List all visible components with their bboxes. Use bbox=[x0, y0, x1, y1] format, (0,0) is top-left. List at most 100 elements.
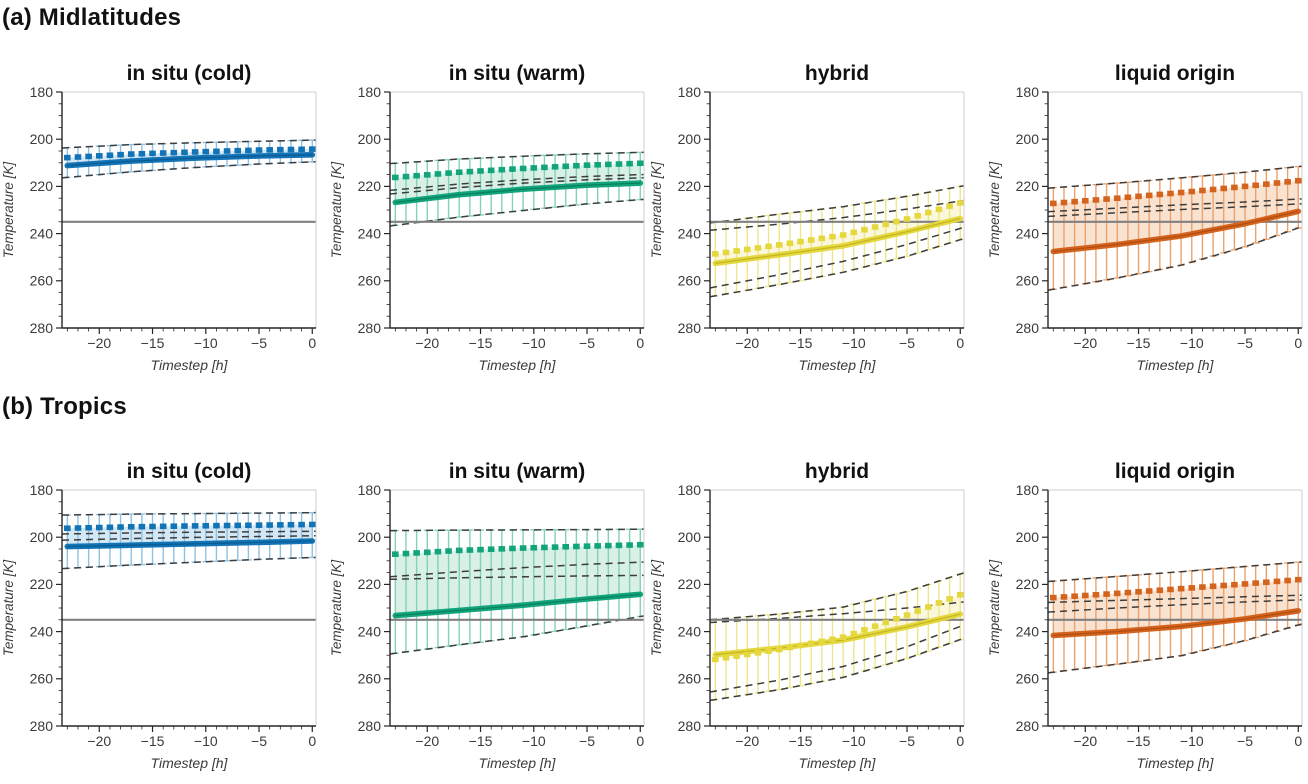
y-tick-label: 220 bbox=[30, 178, 54, 194]
x-tick-label: 0 bbox=[636, 733, 644, 749]
dotted-median-series bbox=[712, 591, 964, 663]
y-tick-label: 260 bbox=[678, 273, 702, 289]
chart-b-hybrid: 180 200 220 240 260 280 −20 −15 −10 −5 0 hybrid Temp… bbox=[649, 460, 965, 771]
x-tick-label: 0 bbox=[308, 335, 316, 351]
x-tick-label: 0 bbox=[636, 335, 644, 351]
dotted-median-series bbox=[64, 146, 316, 161]
x-tick-label: −5 bbox=[1237, 733, 1253, 749]
y-axis-label: Temperature [K] bbox=[1, 559, 16, 657]
y-tick-label: 240 bbox=[358, 623, 382, 639]
y-tick-label: 260 bbox=[678, 671, 702, 687]
x-tick-label: 0 bbox=[1294, 335, 1302, 351]
y-tick-label: 220 bbox=[678, 576, 702, 592]
panel-title: liquid origin bbox=[1115, 460, 1235, 483]
y-tick-label: 180 bbox=[358, 84, 382, 100]
y-tick-label: 220 bbox=[678, 178, 702, 194]
x-tick-label: −10 bbox=[842, 335, 866, 351]
x-tick-label: −15 bbox=[1127, 335, 1151, 351]
y-axis-label: Temperature [K] bbox=[329, 559, 344, 657]
x-axis-label: Timestep [h] bbox=[151, 755, 229, 771]
solid-median-series bbox=[712, 215, 964, 267]
panel-title: in situ (cold) bbox=[127, 62, 252, 85]
x-tick-label: −20 bbox=[415, 335, 439, 351]
x-tick-label: −10 bbox=[194, 733, 218, 749]
y-tick-label: 220 bbox=[1016, 178, 1040, 194]
x-tick-label: −15 bbox=[789, 335, 813, 351]
y-tick-label: 220 bbox=[30, 576, 54, 592]
x-tick-label: −15 bbox=[469, 733, 493, 749]
axes: 180 200 220 240 260 280 −20 −15 −10 −5 0 bbox=[30, 84, 317, 351]
y-tick-label: 280 bbox=[358, 320, 382, 336]
dashed-envelopes bbox=[709, 572, 965, 702]
y-tick-label: 180 bbox=[1016, 84, 1040, 100]
panel-b-2: 180 200 220 240 260 280 −20 −15 −10 −5 0 hybrid Temp… bbox=[648, 448, 970, 780]
y-tick-label: 180 bbox=[30, 482, 54, 498]
dashed-envelopes bbox=[1047, 561, 1303, 674]
x-tick-label: −5 bbox=[251, 335, 267, 351]
y-tick-label: 260 bbox=[358, 273, 382, 289]
section-heading-b: (b) Tropics bbox=[2, 393, 127, 420]
panel-title: liquid origin bbox=[1115, 62, 1235, 85]
y-tick-label: 220 bbox=[358, 178, 382, 194]
y-tick-label: 280 bbox=[30, 320, 54, 336]
y-axis-label: Temperature [K] bbox=[649, 559, 664, 657]
chart-a-in-situ-cold-: 180 200 220 240 260 280 −20 −15 −10 −5 0 in situ (c… bbox=[1, 62, 317, 373]
x-tick-label: 0 bbox=[308, 733, 316, 749]
x-tick-label: −20 bbox=[87, 335, 111, 351]
x-tick-label: −15 bbox=[1127, 733, 1151, 749]
dashed-envelopes bbox=[1047, 165, 1303, 291]
panel-title: in situ (cold) bbox=[127, 460, 252, 483]
x-tick-label: −5 bbox=[899, 335, 915, 351]
x-tick-label: −5 bbox=[579, 335, 595, 351]
panel-title: hybrid bbox=[805, 62, 869, 85]
x-tick-label: −10 bbox=[194, 335, 218, 351]
chart-b-in-situ-cold-: 180 200 220 240 260 280 −20 −15 −10 −5 0 in situ (c… bbox=[1, 460, 317, 771]
y-tick-label: 280 bbox=[30, 718, 54, 734]
dotted-median-series bbox=[64, 521, 316, 532]
y-tick-label: 280 bbox=[1016, 320, 1040, 336]
shaded-band bbox=[715, 202, 961, 264]
dotted-median-series bbox=[1050, 576, 1302, 601]
x-tick-label: −10 bbox=[522, 733, 546, 749]
axes: 180 200 220 240 260 280 −20 −15 −10 −5 0 bbox=[358, 482, 645, 749]
axes: 180 200 220 240 260 280 −20 −15 −10 −5 0 bbox=[1016, 482, 1303, 749]
chart-a-liquid-origin: 180 200 220 240 260 280 −20 −15 −10 −5 0 liquid ori… bbox=[987, 62, 1303, 373]
x-tick-label: −5 bbox=[899, 733, 915, 749]
panel-a-0: 180 200 220 240 260 280 −20 −15 −10 −5 0 in situ (c… bbox=[0, 50, 322, 382]
y-axis-label: Temperature [K] bbox=[987, 559, 1002, 657]
x-tick-label: 0 bbox=[956, 733, 964, 749]
x-tick-label: −10 bbox=[842, 733, 866, 749]
y-tick-label: 260 bbox=[1016, 273, 1040, 289]
x-tick-label: −5 bbox=[1237, 335, 1253, 351]
y-tick-label: 200 bbox=[30, 529, 54, 545]
y-tick-label: 200 bbox=[1016, 529, 1040, 545]
panel-title: in situ (warm) bbox=[449, 460, 586, 483]
y-tick-label: 240 bbox=[678, 225, 702, 241]
y-tick-label: 260 bbox=[358, 671, 382, 687]
solid-median-series bbox=[392, 591, 644, 619]
y-tick-label: 260 bbox=[30, 671, 54, 687]
chart-a-hybrid: 180 200 220 240 260 280 −20 −15 −10 −5 0 hybrid Temp… bbox=[649, 62, 965, 373]
x-tick-label: −15 bbox=[789, 733, 813, 749]
y-tick-label: 180 bbox=[678, 84, 702, 100]
x-tick-label: 0 bbox=[956, 335, 964, 351]
x-tick-label: 0 bbox=[1294, 733, 1302, 749]
axes: 180 200 220 240 260 280 −20 −15 −10 −5 0 bbox=[30, 482, 317, 749]
x-tick-label: −15 bbox=[141, 733, 165, 749]
chart-a-in-situ-warm-: 180 200 220 240 260 280 −20 −15 −10 −5 0 in situ (w… bbox=[329, 62, 645, 373]
dotted-median-series bbox=[392, 160, 644, 181]
axes: 180 200 220 240 260 280 −20 −15 −10 −5 0 bbox=[358, 84, 645, 351]
panel-title: in situ (warm) bbox=[449, 62, 586, 85]
y-tick-label: 240 bbox=[30, 623, 54, 639]
y-tick-label: 240 bbox=[1016, 623, 1040, 639]
dashed-envelopes bbox=[389, 528, 645, 655]
y-tick-label: 240 bbox=[30, 225, 54, 241]
x-axis-label: Timestep [h] bbox=[1137, 357, 1215, 373]
dotted-median-series bbox=[1050, 177, 1302, 207]
x-tick-label: −20 bbox=[87, 733, 111, 749]
y-tick-label: 220 bbox=[358, 576, 382, 592]
chart-b-in-situ-warm-: 180 200 220 240 260 280 −20 −15 −10 −5 0 in situ (w… bbox=[329, 460, 645, 771]
x-tick-label: −20 bbox=[735, 335, 759, 351]
y-tick-label: 200 bbox=[678, 131, 702, 147]
